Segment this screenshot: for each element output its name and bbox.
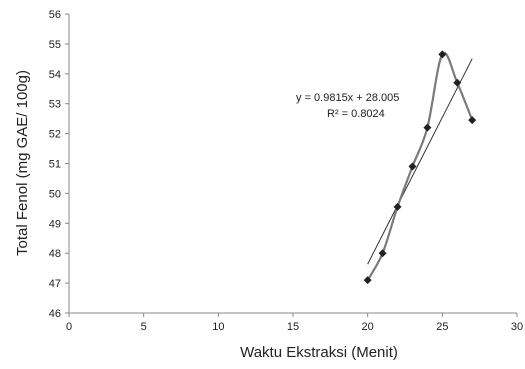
data-point [438,50,447,59]
data-point [423,123,432,132]
y-tick-label: 56 [49,9,61,21]
y-tick-label: 49 [49,218,61,230]
y-axis-ticks: 46 47 48 49 50 51 52 53 54 55 56 [49,9,69,320]
data-point [468,116,477,125]
data-points [363,50,477,285]
y-tick-label: 48 [49,248,61,260]
x-axis-title: Waktu Ekstraksi (Menit) [240,344,398,361]
data-point [393,202,402,211]
x-tick-label: 20 [362,321,374,333]
y-tick-label: 47 [49,278,61,290]
y-tick-label: 46 [49,308,61,320]
x-tick-label: 30 [511,321,523,333]
data-point [408,162,417,171]
y-tick-label: 54 [49,69,61,81]
trendline-equation: y = 0.9815x + 28.005 [296,92,399,104]
x-tick-label: 5 [141,321,147,333]
x-tick-label: 25 [436,321,448,333]
y-tick-label: 51 [49,159,61,171]
y-tick-label: 55 [49,39,61,51]
y-tick-label: 52 [49,129,61,141]
x-tick-label: 0 [66,321,72,333]
x-axis-ticks: 0 5 10 15 20 25 30 [66,313,523,333]
series-line [366,51,474,281]
data-point [453,78,462,87]
y-tick-label: 50 [49,188,61,200]
x-tick-label: 15 [287,321,299,333]
trendline-r-squared: R² = 0.8024 [327,108,385,120]
data-point [378,249,387,258]
trendline [367,58,473,265]
y-axis-title: Total Fenol (mg GAE/ 100g) [14,70,31,256]
data-point [363,276,372,285]
y-tick-label: 53 [49,99,61,111]
x-tick-label: 10 [212,321,224,333]
